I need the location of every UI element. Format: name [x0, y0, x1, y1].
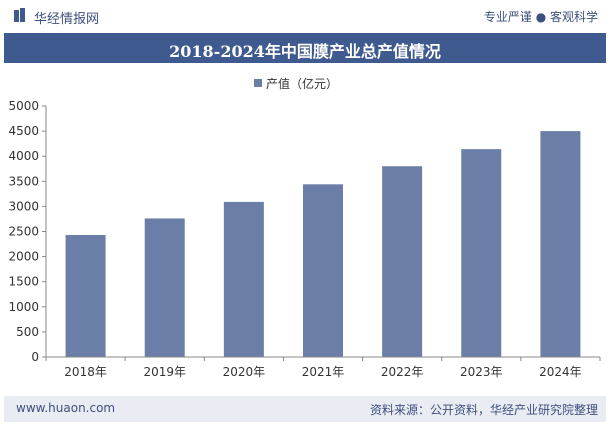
bar — [65, 235, 106, 357]
legend: 产值（亿元） — [254, 76, 338, 91]
legend-label: 产值（亿元） — [266, 76, 338, 91]
site-link[interactable]: www.huaon.com — [16, 401, 116, 415]
x-axis: 2018年 2019年 2020年 2021年 2022年 2023年 2024年 — [45, 356, 601, 379]
bar — [303, 184, 343, 357]
y-tick-label: 3500 — [8, 174, 39, 188]
data-source: 资料来源：公开资料，华经产业研究院整理 — [369, 403, 598, 417]
x-tick-label: 2023年 — [460, 365, 503, 379]
x-tick-label: 2020年 — [223, 365, 266, 379]
y-tick-label: 5000 — [8, 99, 39, 113]
y-tick-label: 2500 — [8, 225, 39, 239]
y-tick-label: 500 — [16, 325, 39, 339]
y-axis: 0 500 1000 1500 2000 2500 3000 3500 4000 4500 5000 — [8, 99, 47, 364]
tagline: 专业严谨 ● 客观科学 — [483, 10, 598, 24]
y-tick-label: 4000 — [8, 149, 39, 163]
y-tick-label: 3000 — [8, 199, 39, 213]
bars — [65, 131, 581, 357]
x-tick-label: 2018年 — [64, 365, 107, 379]
header: 华经情报网 专业严谨 ● 客观科学 — [0, 0, 610, 32]
footer: www.huaon.com 资料来源：公开资料，华经产业研究院整理 — [4, 396, 606, 422]
y-tick-label: 1500 — [8, 275, 39, 289]
y-tick-label: 4500 — [8, 124, 39, 138]
bar — [144, 218, 185, 357]
y-tick-label: 1000 — [8, 300, 39, 314]
y-tick-label: 2000 — [8, 250, 39, 264]
bar-chart: 产值（亿元） 0 500 1000 1500 2000 2500 3000 3500 4000 4… — [8, 76, 601, 379]
bar — [382, 166, 423, 357]
brand-name[interactable]: 华经情报网 — [34, 12, 100, 27]
chart-title: 2018-2024年中国膜产业总产值情况 — [169, 42, 441, 61]
x-tick-label: 2022年 — [381, 365, 424, 379]
x-tick-label: 2021年 — [302, 365, 345, 379]
bar — [540, 131, 581, 357]
x-tick-label: 2019年 — [143, 365, 186, 379]
x-tick-label: 2024年 — [539, 365, 582, 379]
y-tick-label: 0 — [31, 350, 39, 364]
brand-logo-icon — [14, 8, 25, 22]
title-bar: 2018-2024年中国膜产业总产值情况 — [4, 33, 606, 63]
bar — [223, 201, 264, 357]
legend-swatch — [254, 79, 262, 87]
bar — [461, 149, 502, 357]
